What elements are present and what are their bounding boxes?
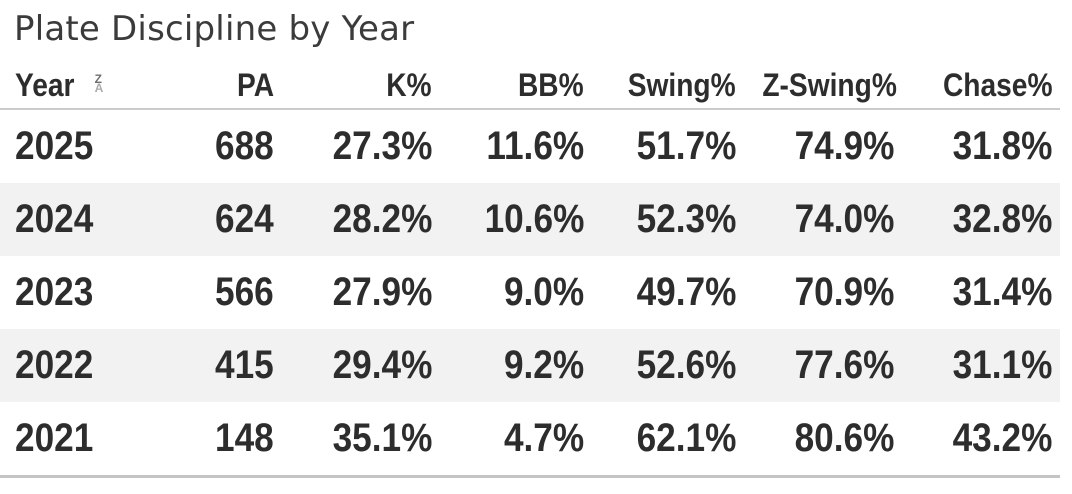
value-cell: 77.6% [744, 329, 902, 402]
cell-value: 2021 [15, 415, 94, 460]
value-cell: 11.6% [440, 109, 592, 183]
cell-value: 624 [215, 196, 274, 241]
cell-value: 2025 [15, 123, 94, 168]
value-cell: 51.7% [592, 109, 744, 183]
value-cell: 32.8% [902, 183, 1060, 256]
value-cell: 624 [150, 183, 282, 256]
cell-value: 80.6% [794, 415, 894, 460]
cell-value: 9.0% [503, 269, 584, 314]
table-row: 2022 415 29.4% 9.2% 52.6% 77.6% 31.1% [0, 328, 1060, 402]
value-cell: 29.4% [282, 329, 440, 402]
column-header-pa[interactable]: PA [150, 60, 282, 110]
column-header-year-label: Year [15, 66, 75, 103]
cell-value: 52.6% [636, 342, 736, 387]
column-header-z-swing-pct[interactable]: Z-Swing% [744, 60, 902, 110]
cell-value: 49.7% [636, 269, 736, 314]
cell-value: 35.1% [332, 415, 432, 460]
column-header-swing-pct[interactable]: Swing% [592, 60, 744, 110]
value-cell: 80.6% [744, 401, 902, 478]
cell-value: 2023 [15, 269, 94, 314]
cell-value: 27.9% [332, 269, 432, 314]
value-cell: 31.8% [902, 109, 1060, 183]
value-cell: 49.7% [592, 256, 744, 329]
table-body: 2025 688 27.3% 11.6% 51.7% 74.9% 31.8% 2024 624 2… [0, 109, 1060, 478]
value-cell: 31.1% [902, 329, 1060, 402]
cell-value: 52.3% [636, 196, 736, 241]
cell-value: 32.8% [952, 196, 1052, 241]
value-cell: 415 [150, 329, 282, 402]
cell-value: 566 [215, 269, 274, 314]
value-cell: 43.2% [902, 401, 1060, 478]
value-cell: 31.4% [902, 256, 1060, 329]
table-row: 2023 566 27.9% 9.0% 49.7% 70.9% 31.4% [0, 256, 1060, 329]
cell-value: 2024 [15, 196, 94, 241]
year-cell: 2025 [0, 109, 150, 183]
column-header-bb-pct[interactable]: BB% [440, 60, 592, 110]
value-cell: 688 [150, 109, 282, 183]
cell-value: 148 [215, 415, 274, 460]
column-header-pa-label: PA [236, 66, 274, 103]
cell-value: 11.6% [486, 123, 584, 168]
value-cell: 52.6% [592, 329, 744, 402]
cell-value: 77.6% [794, 342, 894, 387]
cell-value: 9.2% [503, 342, 584, 387]
column-header-swing-pct-label: Swing% [628, 66, 736, 103]
year-cell: 2022 [0, 329, 150, 402]
column-header-chase-pct[interactable]: Chase% [902, 60, 1060, 110]
value-cell: 27.3% [282, 109, 440, 183]
cell-value: 74.9% [794, 123, 894, 168]
value-cell: 70.9% [744, 256, 902, 329]
cell-value: 28.2% [332, 196, 432, 241]
cell-value: 43.2% [952, 415, 1052, 460]
plate-discipline-table: Year Z A PA K% BB% Swing% Z-Swing% Chase% … [0, 60, 1060, 478]
sort-icon-bottom-letter: A [94, 81, 104, 96]
cell-value: 10.6% [484, 196, 584, 241]
column-header-z-swing-pct-label: Z-Swing% [762, 66, 897, 103]
cell-value: 51.7% [636, 123, 736, 168]
cell-value: 31.8% [952, 123, 1052, 168]
column-header-k-pct-label: K% [386, 66, 432, 103]
cell-value: 62.1% [636, 415, 736, 460]
value-cell: 4.7% [440, 401, 592, 478]
cell-value: 70.9% [794, 269, 894, 314]
header-row: Year Z A PA K% BB% Swing% Z-Swing% Chase% [0, 60, 1060, 110]
value-cell: 27.9% [282, 256, 440, 329]
cell-value: 31.1% [952, 342, 1052, 387]
value-cell: 566 [150, 256, 282, 329]
cell-value: 29.4% [332, 342, 432, 387]
sort-icon-top-letter: Z [94, 72, 102, 87]
year-cell: 2024 [0, 183, 150, 256]
value-cell: 35.1% [282, 401, 440, 478]
table-row: 2021 148 35.1% 4.7% 62.1% 80.6% 43.2% [0, 401, 1060, 478]
value-cell: 9.0% [440, 256, 592, 329]
table-row: 2024 624 28.2% 10.6% 52.3% 74.0% 32.8% [0, 182, 1060, 256]
value-cell: 52.3% [592, 183, 744, 256]
value-cell: 62.1% [592, 401, 744, 478]
column-header-bb-pct-label: BB% [518, 66, 584, 103]
year-cell: 2023 [0, 256, 150, 329]
column-header-chase-pct-label: Chase% [942, 66, 1052, 103]
cell-value: 27.3% [332, 123, 432, 168]
value-cell: 10.6% [440, 183, 592, 256]
value-cell: 74.9% [744, 109, 902, 183]
value-cell: 74.0% [744, 183, 902, 256]
cell-value: 4.7% [503, 415, 584, 460]
column-header-k-pct[interactable]: K% [282, 60, 440, 110]
cell-value: 415 [215, 342, 274, 387]
cell-value: 74.0% [794, 196, 894, 241]
value-cell: 9.2% [440, 329, 592, 402]
column-header-year[interactable]: Year Z A [0, 60, 150, 110]
value-cell: 148 [150, 401, 282, 478]
page-title: Plate Discipline by Year [14, 9, 415, 49]
cell-value: 688 [215, 123, 274, 168]
cell-value: 31.4% [952, 269, 1052, 314]
cell-value: 2022 [15, 342, 94, 387]
value-cell: 28.2% [282, 183, 440, 256]
year-cell: 2021 [0, 401, 150, 478]
table-row: 2025 688 27.3% 11.6% 51.7% 74.9% 31.8% [0, 109, 1060, 183]
